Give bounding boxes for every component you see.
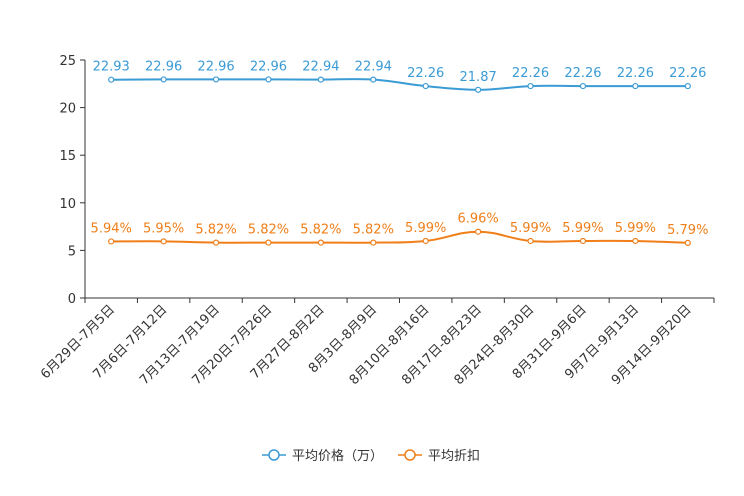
series-1-point [527,237,534,245]
series-line-0 [111,78,688,91]
series-1-data-label: 5.82% [353,223,394,238]
series-0-data-label: 22.93 [93,60,130,75]
series-0-data-label: 22.26 [617,66,654,81]
series-1-data-label: 5.99% [405,221,446,236]
y-tick-label: 5 [68,244,76,259]
series-1-data-label: 5.95% [143,221,184,236]
series-0-data-label: 22.94 [302,60,339,75]
series-0-data-label: 22.26 [407,66,444,81]
series-1-point [160,238,167,245]
series-0-point [422,82,429,90]
series-1-data-label: 5.82% [300,223,341,238]
y-tick-label: 0 [68,292,76,307]
legend-label-1: 平均折扣 [428,449,480,464]
series-1-data-label: 5.99% [562,221,603,236]
series-1-data-label: 6.96% [457,212,498,227]
series-0-data-label: 22.26 [669,66,706,81]
series-0-data-label: 22.94 [355,60,392,75]
series-0-data-label: 21.87 [460,70,497,85]
series-0-point [160,76,167,83]
series-1-point [370,239,377,246]
series-1-data-label: 5.94% [91,221,132,236]
y-tick-label: 15 [59,149,76,164]
series-0-point [632,82,639,90]
series-1-point [108,238,115,245]
series-0-point [475,86,482,93]
series-0-point [527,82,534,90]
series-1-data-label: 5.99% [615,221,656,236]
legend-label-0: 平均价格（万） [292,448,383,464]
y-tick-label: 20 [59,102,76,117]
series-0-point [684,82,691,90]
series-1-data-label: 5.79% [667,223,708,238]
series-1-point [265,239,272,246]
series-0-point [317,76,324,83]
series-0-point [108,76,115,83]
series-1-point [684,239,691,246]
series-1-data-label: 5.82% [248,223,289,238]
series-1-data-label: 5.99% [510,221,551,236]
series-0-data-label: 22.96 [197,59,234,74]
series-1-point [212,239,220,246]
series-0-data-label: 22.26 [564,66,601,81]
series-1-point [475,228,482,235]
series-0-point [579,82,587,90]
series-1-data-label: 5.82% [195,223,236,238]
series-0-point [212,76,220,83]
y-tick-label: 10 [59,197,76,212]
series-1-point [632,237,639,245]
series-0-data-label: 22.96 [250,59,287,74]
series-0-point [370,76,377,83]
series-0-data-label: 22.26 [512,66,549,81]
series-0-point [265,76,272,83]
series-1-point [579,237,587,245]
series-1-point [422,237,429,245]
y-tick-label: 25 [59,54,76,69]
legend-marker-1 [404,449,416,461]
series-0-data-label: 22.96 [145,59,182,74]
series-line-1 [111,230,688,244]
legend-marker-0 [268,449,280,461]
series-1-point [317,239,324,246]
